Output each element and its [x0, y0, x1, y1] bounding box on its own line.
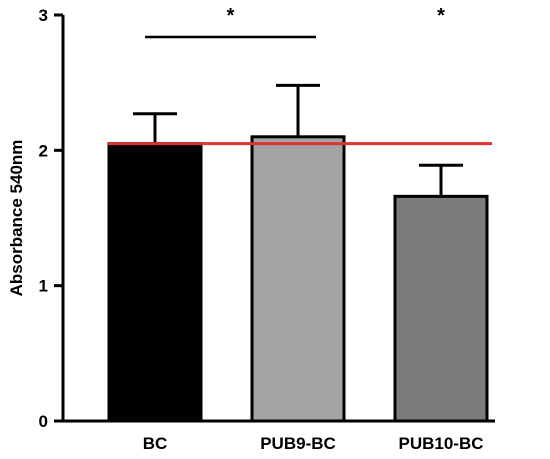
y-axis-label: Absorbance 540nm	[7, 140, 26, 297]
significance-annotations: * *	[145, 5, 445, 39]
bar-pub9-bc	[250, 135, 346, 423]
y-tick-label: 1	[39, 277, 48, 296]
x-tick-label: BC	[143, 434, 168, 453]
x-tick-label: PUB10-BC	[398, 434, 483, 453]
x-tick-label: PUB9-BC	[260, 434, 336, 453]
significance-star: *	[437, 5, 445, 27]
error-bars	[133, 83, 463, 197]
bars	[107, 135, 489, 423]
y-tick-label: 0	[39, 412, 48, 431]
y-tick-label: 3	[39, 6, 48, 25]
significance-star: *	[227, 5, 235, 27]
y-ticks: 0 1 2 3	[39, 6, 63, 431]
x-tick-labels: BC PUB9-BC PUB10-BC	[143, 434, 484, 453]
bar-bc	[107, 142, 203, 423]
bar-pub10-bc	[393, 194, 489, 423]
y-tick-label: 2	[39, 141, 48, 160]
